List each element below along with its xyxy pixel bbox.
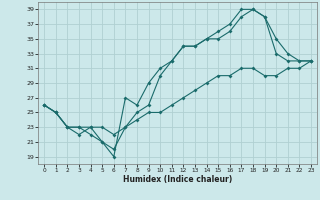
X-axis label: Humidex (Indice chaleur): Humidex (Indice chaleur): [123, 175, 232, 184]
